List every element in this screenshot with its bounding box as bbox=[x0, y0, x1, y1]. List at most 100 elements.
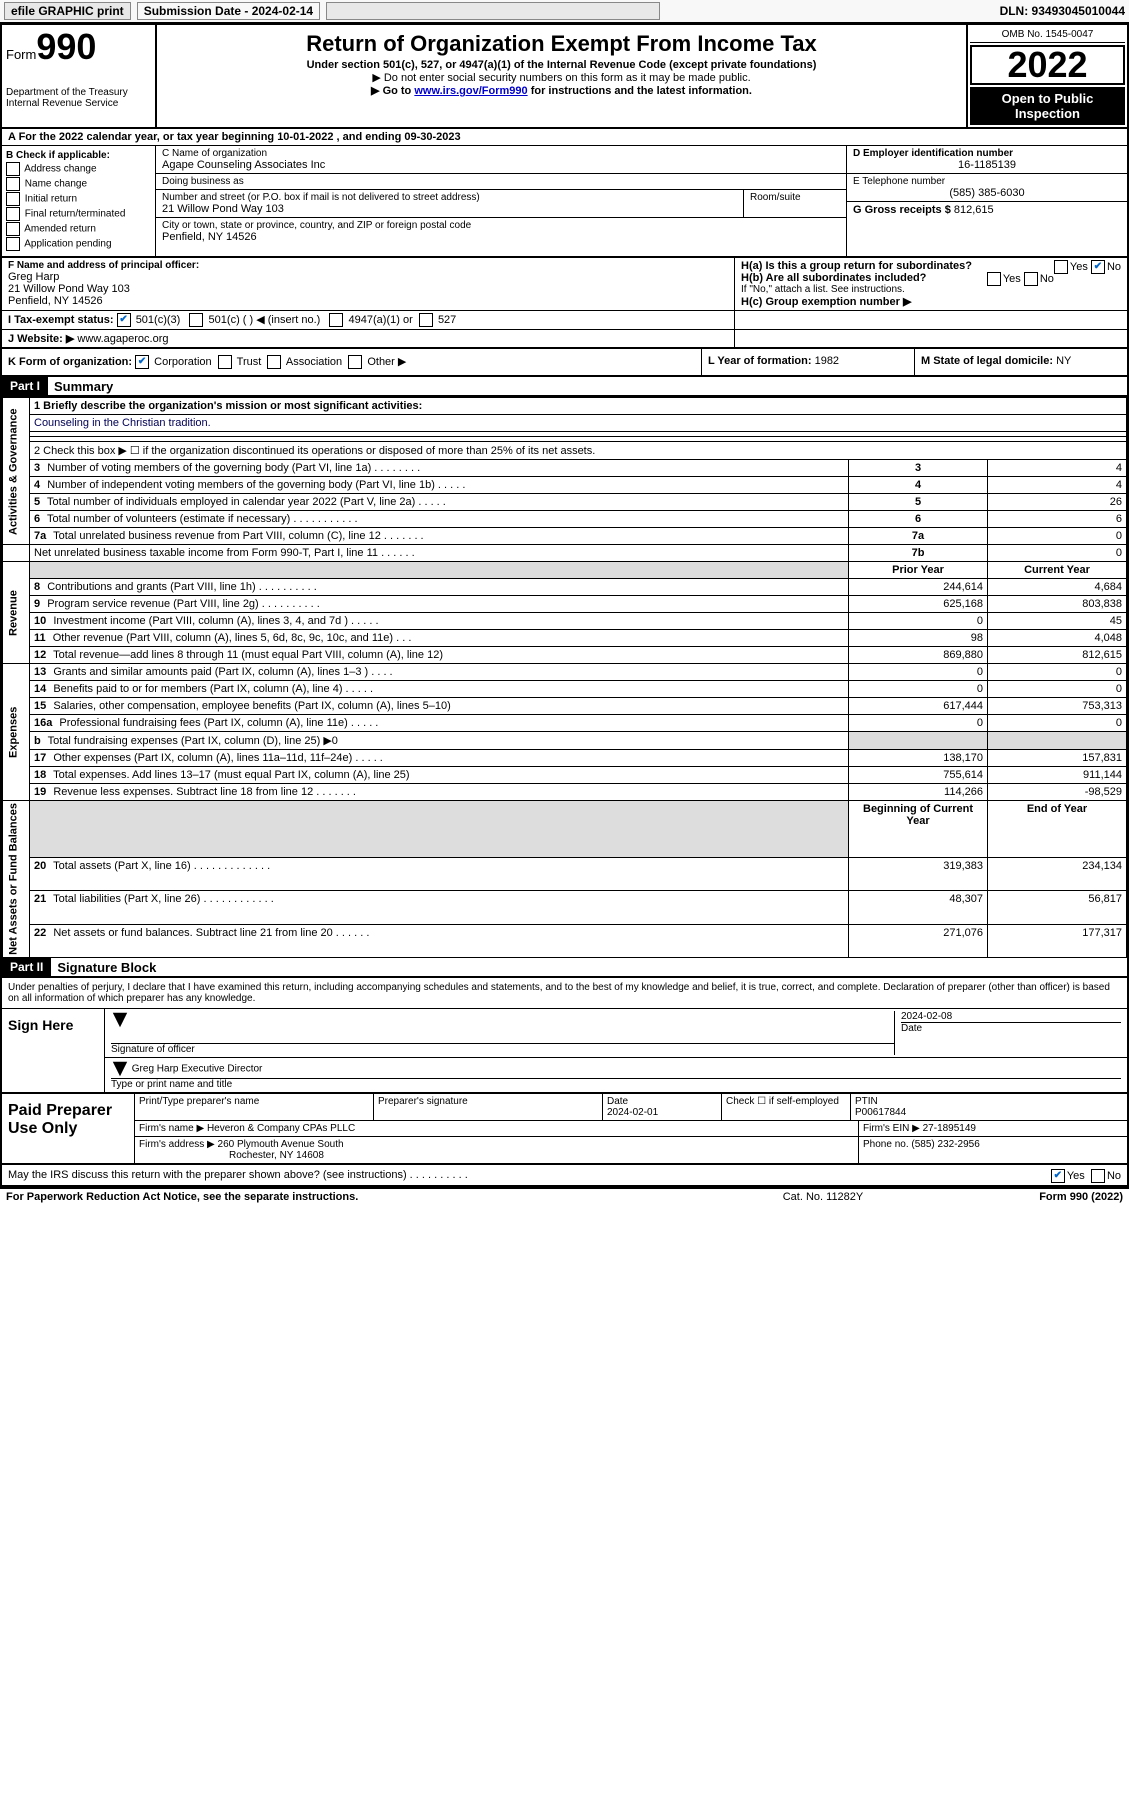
chk-4947[interactable] bbox=[329, 313, 343, 327]
line-desc: Total number of volunteers (estimate if … bbox=[47, 513, 358, 525]
gross-label: G Gross receipts $ bbox=[853, 204, 951, 216]
firm-name-label: Firm's name ▶ bbox=[139, 1123, 204, 1134]
line-desc: Other revenue (Part VIII, column (A), li… bbox=[53, 632, 412, 644]
chk-amended[interactable]: Amended return bbox=[6, 222, 151, 236]
chk-trust[interactable] bbox=[218, 355, 232, 369]
irs-link[interactable]: www.irs.gov/Form990 bbox=[414, 85, 527, 97]
curr-val: 4,684 bbox=[988, 579, 1127, 596]
chk-label: Amended return bbox=[24, 224, 96, 235]
line-num: 17 bbox=[34, 752, 50, 764]
line-num: 22 bbox=[34, 927, 50, 939]
col-c: C Name of organization Agape Counseling … bbox=[156, 146, 846, 256]
na-row-22: 22 Net assets or fund balances. Subtract… bbox=[3, 924, 1127, 957]
box-num: 7a bbox=[849, 528, 988, 545]
line-num: 16a bbox=[34, 717, 56, 729]
line-num: 21 bbox=[34, 893, 50, 905]
col-b-checkboxes: B Check if applicable: Address change Na… bbox=[2, 146, 156, 256]
curr-val-gray bbox=[988, 732, 1127, 750]
firm-ein-label: Firm's EIN ▶ bbox=[863, 1123, 920, 1134]
paid-preparer-label: Paid Preparer Use Only bbox=[2, 1094, 135, 1163]
efile-print-button[interactable]: efile GRAPHIC print bbox=[4, 2, 131, 20]
chk-discuss-no[interactable] bbox=[1091, 1169, 1105, 1183]
ag-row-7a: 7a Total unrelated business revenue from… bbox=[3, 528, 1127, 545]
rev-row-11: 11 Other revenue (Part VIII, column (A),… bbox=[3, 630, 1127, 647]
chk-initial-return[interactable]: Initial return bbox=[6, 192, 151, 206]
prior-val: 114,266 bbox=[849, 784, 988, 801]
line-num: 5 bbox=[34, 496, 44, 508]
phone-label: E Telephone number bbox=[853, 176, 1121, 187]
line-value: 0 bbox=[988, 545, 1127, 562]
curr-val: -98,529 bbox=[988, 784, 1127, 801]
line-num: 10 bbox=[34, 615, 50, 627]
footer-year: 2022 bbox=[1095, 1191, 1119, 1203]
street-cell: Number and street (or P.O. box if mail i… bbox=[156, 190, 744, 217]
chk-app-pending[interactable]: Application pending bbox=[6, 237, 151, 251]
city-value: Penfield, NY 14526 bbox=[162, 231, 840, 243]
ptin-value: P00617844 bbox=[855, 1107, 906, 1118]
mission-text: Counseling in the Christian tradition. bbox=[30, 415, 1127, 432]
irs-label: Internal Revenue Service bbox=[6, 98, 151, 109]
header-left: Form990 Department of the Treasury Inter… bbox=[2, 25, 157, 127]
part1-title: Summary bbox=[48, 379, 113, 394]
dba-cell: Doing business as bbox=[156, 174, 846, 190]
org-name-cell: C Name of organization Agape Counseling … bbox=[156, 146, 846, 174]
goto-post: for instructions and the latest informat… bbox=[528, 85, 752, 97]
form-label: Form bbox=[6, 47, 36, 62]
chk-501c3[interactable]: ✔ bbox=[117, 313, 131, 327]
prep-date-cell: Date2024-02-01 bbox=[603, 1094, 722, 1120]
chk-corp[interactable]: ✔ bbox=[135, 355, 149, 369]
rev-row-12: 12 Total revenue—add lines 8 through 11 … bbox=[3, 647, 1127, 664]
prior-val: 755,614 bbox=[849, 767, 988, 784]
row-fh: F Name and address of principal officer:… bbox=[2, 258, 1127, 311]
line-desc: Net assets or fund balances. Subtract li… bbox=[53, 927, 369, 939]
no-label: No bbox=[1040, 273, 1054, 285]
na-spacer bbox=[30, 801, 849, 858]
prior-val: 0 bbox=[849, 715, 988, 732]
eoy-val: 177,317 bbox=[988, 924, 1127, 957]
line-num: 13 bbox=[34, 666, 50, 678]
part1-header: Part I Summary bbox=[2, 377, 1127, 397]
ein-cell: D Employer identification number 16-1185… bbox=[847, 146, 1127, 174]
line-desc: Total expenses. Add lines 13–17 (must eq… bbox=[53, 769, 409, 781]
opt-527: 527 bbox=[438, 314, 456, 326]
opt-trust: Trust bbox=[237, 356, 262, 368]
line-desc: Total fundraising expenses (Part IX, col… bbox=[48, 735, 338, 747]
line-value: 4 bbox=[988, 460, 1127, 477]
officer-addr2: Penfield, NY 14526 bbox=[8, 295, 728, 307]
exp-row-17: 17 Other expenses (Part IX, column (A), … bbox=[3, 750, 1127, 767]
line-desc: Total unrelated business revenue from Pa… bbox=[53, 530, 424, 542]
chk-address-change[interactable]: Address change bbox=[6, 162, 151, 176]
bcd-grid: B Check if applicable: Address change Na… bbox=[2, 146, 1127, 258]
chk-527[interactable] bbox=[419, 313, 433, 327]
header-right: OMB No. 1545-0047 2022 Open to Public In… bbox=[966, 25, 1127, 127]
prior-val: 98 bbox=[849, 630, 988, 647]
sig-officer-label: Signature of officer bbox=[111, 1043, 894, 1055]
prep-date-value: 2024-02-01 bbox=[607, 1107, 658, 1118]
box-num: 6 bbox=[849, 511, 988, 528]
rev-row-10: 10 Investment income (Part VIII, column … bbox=[3, 613, 1127, 630]
chk-final-return[interactable]: Final return/terminated bbox=[6, 207, 151, 221]
officer-name: Greg Harp bbox=[8, 271, 728, 283]
top-bar: efile GRAPHIC print Submission Date - 20… bbox=[0, 0, 1129, 23]
exp-row-14: 14 Benefits paid to or for members (Part… bbox=[3, 681, 1127, 698]
dba-label: Doing business as bbox=[162, 176, 840, 187]
opt-4947: 4947(a)(1) or bbox=[349, 314, 413, 326]
line-desc: Other expenses (Part IX, column (A), lin… bbox=[53, 752, 383, 764]
na-row-20: 20 Total assets (Part X, line 16) . . . … bbox=[3, 858, 1127, 891]
street-label: Number and street (or P.O. box if mail i… bbox=[162, 192, 737, 203]
line-desc: Total assets (Part X, line 16) . . . . .… bbox=[53, 860, 270, 872]
chk-assoc[interactable] bbox=[267, 355, 281, 369]
chk-other[interactable] bbox=[348, 355, 362, 369]
chk-name-change[interactable]: Name change bbox=[6, 177, 151, 191]
rev-spacer bbox=[30, 562, 849, 579]
chk-501c[interactable] bbox=[189, 313, 203, 327]
prior-val: 0 bbox=[849, 681, 988, 698]
opt-501c3: 501(c)(3) bbox=[136, 314, 181, 326]
ptin-label: PTIN bbox=[855, 1096, 878, 1107]
chk-discuss-yes[interactable]: ✔ bbox=[1051, 1169, 1065, 1183]
prep-sig-header: Preparer's signature bbox=[374, 1094, 603, 1120]
ha-row: H(a) Is this a group return for subordin… bbox=[741, 260, 1121, 272]
firm-phone-label: Phone no. bbox=[863, 1139, 909, 1150]
line-num: 14 bbox=[34, 683, 50, 695]
rev-row-8: 8 Contributions and grants (Part VIII, l… bbox=[3, 579, 1127, 596]
